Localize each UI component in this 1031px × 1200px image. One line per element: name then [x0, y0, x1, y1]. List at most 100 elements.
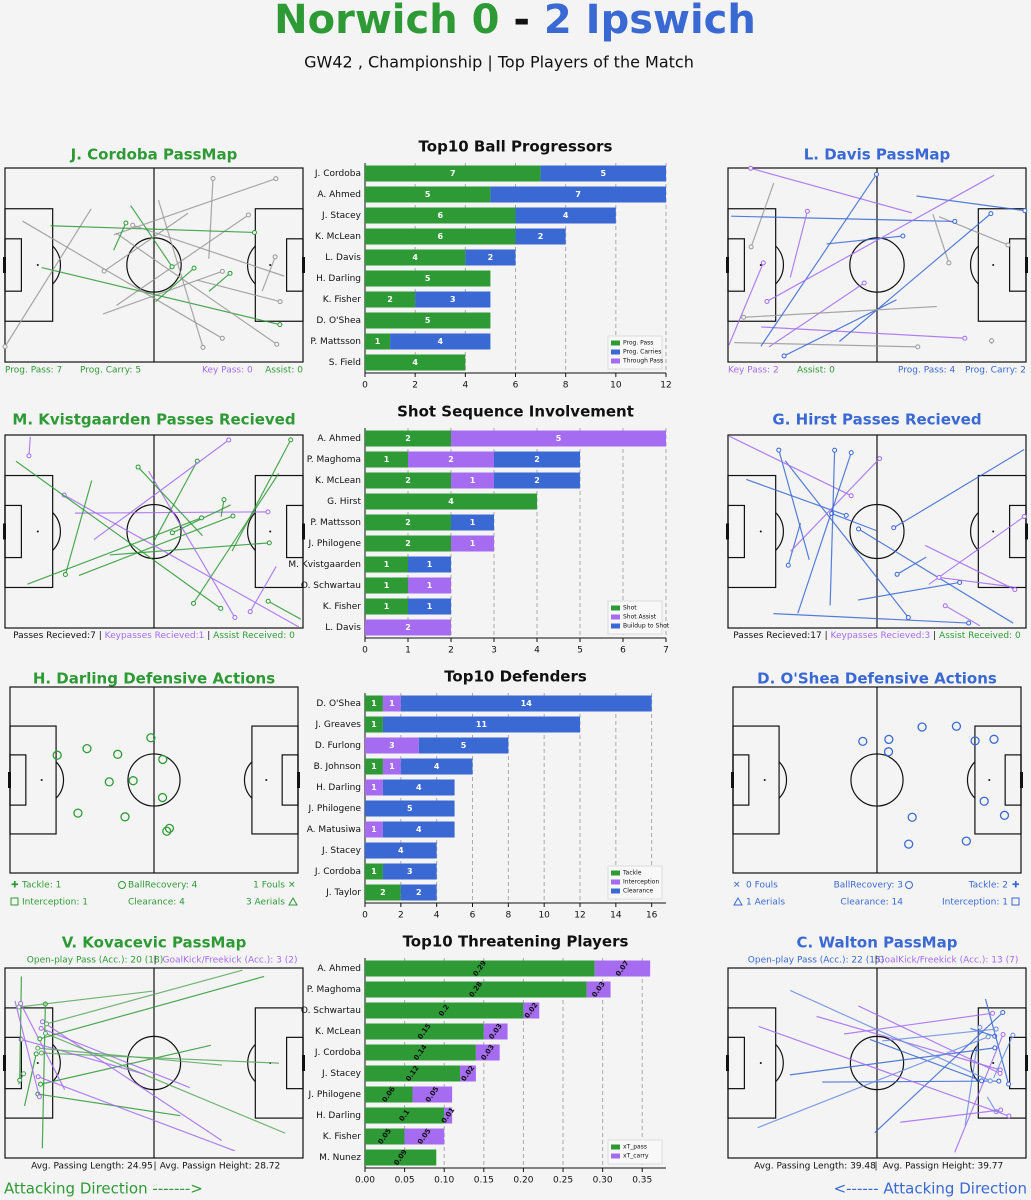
bar-segment	[365, 430, 451, 447]
pass-line	[157, 199, 204, 348]
bar-segment	[408, 451, 494, 468]
pass-origin	[1006, 1113, 1012, 1119]
penalty-box	[977, 1007, 1027, 1119]
penalty-arc	[243, 761, 253, 799]
stat: Tackle: 2	[968, 881, 1008, 891]
stat: Tackle: 1	[21, 881, 61, 891]
pass-origin	[804, 208, 810, 214]
x-tick-label: 3	[491, 646, 497, 656]
bar-segment	[490, 186, 666, 203]
pass-origin	[1010, 1032, 1016, 1038]
centre-circle	[127, 753, 181, 807]
pass-line	[896, 556, 927, 575]
value-label: 2	[448, 455, 454, 464]
centre-circle	[126, 237, 182, 293]
x-tick-label: 8	[563, 381, 569, 391]
stat: GoalKick/Freekick (Acc.): 3 (2)	[163, 956, 298, 966]
y-tick-label: K. McLean	[315, 232, 361, 242]
bar-segment	[365, 1002, 524, 1019]
penalty-arc	[246, 512, 256, 551]
stat: GoalKick/Freekick (Acc.): 13 (7)	[878, 956, 1019, 966]
bar-segment	[365, 1128, 405, 1145]
stat: BallRecovery: 4	[128, 881, 198, 891]
pass-line	[970, 1027, 995, 1037]
action-marker	[128, 776, 138, 786]
pass-origin	[39, 1019, 45, 1025]
pass-origin	[135, 464, 141, 470]
penalty-arc	[775, 245, 785, 285]
pass-line	[787, 522, 802, 566]
bar-segment	[400, 884, 437, 901]
penalty-spot	[763, 779, 766, 781]
bar-segment	[382, 758, 401, 775]
stat: Open-play Pass (Acc.): 22 (15)	[748, 956, 884, 966]
bar-segment	[515, 228, 566, 245]
pass-origin	[266, 540, 272, 546]
y-tick-label: P. Mattsson	[310, 337, 361, 347]
value-label: 4	[448, 497, 454, 506]
action-marker	[884, 734, 894, 745]
value-label: 2	[534, 455, 540, 464]
value-label: 4	[398, 846, 404, 855]
pass-line	[839, 213, 992, 342]
value-label: 1	[384, 560, 390, 569]
value-label: 2	[488, 253, 494, 262]
value-label: 11	[476, 720, 488, 729]
pass-line	[15, 460, 222, 609]
pass-origin	[123, 220, 129, 226]
y-tick-label: A. Ahmed	[317, 190, 361, 200]
penalty-arc	[52, 245, 62, 285]
pass-line	[750, 167, 912, 214]
y-tick-label: K. McLean	[315, 1027, 361, 1037]
legend-swatch	[611, 623, 620, 629]
x-tick-label: 0.05	[395, 1176, 415, 1186]
pass-line	[768, 282, 865, 348]
pass-origin	[985, 1034, 991, 1040]
bar-segment	[404, 1128, 445, 1145]
bar-segment	[451, 535, 494, 552]
pass-line	[869, 1038, 982, 1082]
pass-origin	[230, 513, 236, 519]
goal	[3, 257, 6, 273]
value-label: 3	[450, 295, 456, 304]
bar-segment	[382, 779, 455, 796]
penalty-box	[727, 208, 777, 322]
pass-origin	[996, 1078, 1002, 1084]
legend-box	[607, 1139, 663, 1165]
legend-label: Clearance	[623, 888, 653, 895]
action-marker	[907, 812, 917, 822]
action-marker	[970, 736, 980, 746]
chart-title: Top10 Defenders	[444, 668, 587, 686]
pass-origin	[277, 299, 283, 305]
icon	[733, 896, 743, 906]
pass-origin	[169, 530, 175, 536]
bar-segment	[451, 514, 494, 531]
six-yard-box	[4, 504, 22, 559]
stat: Key Pass: 0	[202, 366, 253, 376]
value-label: 4	[412, 253, 418, 262]
pass-origin	[169, 264, 175, 270]
pass-line	[757, 1036, 989, 1129]
pass-line	[19, 976, 22, 1081]
bar-segment	[540, 165, 666, 182]
pass-line	[249, 566, 277, 612]
pass-origin	[36, 1094, 42, 1100]
bar-segment	[365, 333, 391, 350]
bar-segment	[365, 270, 491, 287]
legend-label: Tackle	[622, 870, 642, 877]
icon	[1011, 897, 1020, 906]
pass-origin	[843, 512, 849, 518]
pass-line	[220, 499, 225, 517]
value-label: 5	[556, 434, 562, 443]
value-label: 1	[427, 581, 433, 590]
pass-origin	[35, 1074, 41, 1080]
pass-line	[231, 439, 292, 552]
icon	[10, 897, 19, 906]
pass-line	[986, 1096, 997, 1113]
pass-line	[113, 178, 277, 236]
y-tick-label: H. Darling	[316, 1111, 361, 1121]
y-tick-label: H. Darling	[316, 274, 361, 284]
panel-title: H. Darling Defensive Actions	[33, 670, 275, 688]
bar-segment	[365, 1149, 437, 1166]
penalty-box	[977, 208, 1027, 322]
